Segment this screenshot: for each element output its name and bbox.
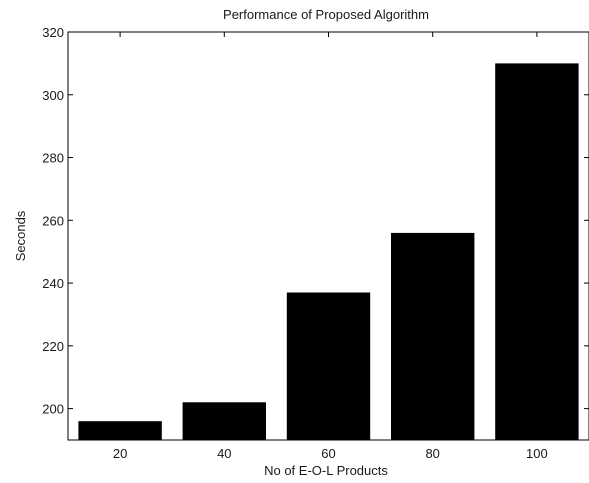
chart-title: Performance of Proposed Algorithm — [223, 7, 429, 22]
x-tick-label: 80 — [425, 446, 439, 461]
y-tick-label: 220 — [42, 339, 64, 354]
plot-frame — [67, 31, 589, 441]
y-tick-label: 300 — [42, 88, 64, 103]
y-tick-label: 240 — [42, 276, 64, 291]
x-tick-label: 100 — [526, 446, 548, 461]
bars-group — [78, 63, 579, 441]
bar-40 — [182, 402, 266, 440]
x-tick-label: 60 — [321, 446, 335, 461]
bar-20 — [78, 421, 162, 440]
y-axis-label: Seconds — [13, 210, 28, 261]
y-tick-label: 320 — [42, 25, 64, 40]
y-tick-label: 200 — [42, 402, 64, 417]
y-ticks-group: 200 220 240 260 280 300 320 — [42, 25, 589, 417]
bar-60 — [286, 292, 371, 440]
y-tick-label: 260 — [42, 213, 64, 228]
x-axis-label: No of E-O-L Products — [264, 463, 388, 478]
y-tick-label: 280 — [42, 151, 64, 166]
bar-100 — [495, 63, 579, 441]
x-tick-label: 20 — [113, 446, 127, 461]
x-ticks-group: 20 40 60 80 100 — [113, 32, 548, 461]
x-tick-label: 40 — [217, 446, 231, 461]
bar-80 — [391, 232, 475, 440]
